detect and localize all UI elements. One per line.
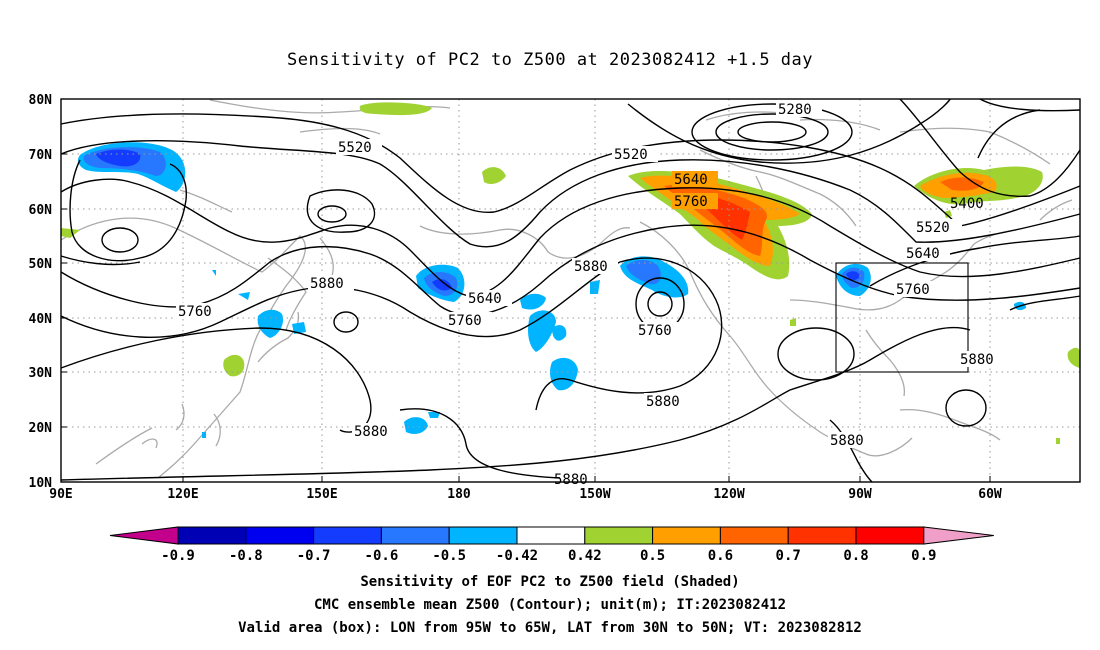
colorbar-tick-label: -0.9 <box>161 548 195 564</box>
map-frame <box>60 98 1081 483</box>
label-bg <box>776 101 822 117</box>
contour-label-5640: 5640 <box>906 246 940 262</box>
label-bg <box>466 290 512 306</box>
label-bg <box>904 245 950 261</box>
colorbar-segment <box>448 526 518 545</box>
contour-label-5760: 5760 <box>638 323 672 339</box>
figure-title: Sensitivity of PC2 to Z500 at 2023082412… <box>286 50 813 70</box>
contour-label-5880: 5880 <box>554 472 588 488</box>
footer-line-3: Valid area (box): LON from 95W to 65W, L… <box>238 620 862 636</box>
contour-label-5880: 5880 <box>574 259 608 275</box>
lat-label: 10N <box>29 476 53 491</box>
colorbar-segment <box>787 526 857 545</box>
z500-contours <box>60 98 1081 483</box>
lat-label: 50N <box>29 257 53 272</box>
lon-label: 150W <box>579 487 610 502</box>
label-bg <box>612 146 658 162</box>
colorbar-segment <box>516 526 586 545</box>
lat-label: 20N <box>29 421 53 436</box>
lat-lon-grid <box>61 99 1080 482</box>
valid-area-box <box>835 262 969 373</box>
footer-line-2: CMC ensemble mean Z500 (Contour); unit(m… <box>313 597 786 613</box>
colorbar-tick-label: -0.8 <box>229 548 263 564</box>
contour-label-5880: 5880 <box>646 394 680 410</box>
lat-label: 30N <box>29 366 53 381</box>
contour-label-5520: 5520 <box>916 220 950 236</box>
colorbar-segment <box>380 526 450 545</box>
lon-label: 90E <box>49 487 72 502</box>
colorbar-tick-label: -0.7 <box>297 548 331 564</box>
contour-label-5760: 5760 <box>448 313 482 329</box>
colorbar-segment <box>719 526 789 545</box>
lon-label: 120W <box>713 487 744 502</box>
contour-labels: 5520 5520 5520 5280 5400 5640 5640 5640 … <box>176 101 1004 488</box>
colorbar-tick-label: 0.6 <box>708 548 733 564</box>
label-bg <box>446 312 492 328</box>
latitude-axis: 80N 70N 60N 50N 40N 30N 20N 10N <box>29 93 53 491</box>
colorbar-arrow-left <box>109 526 179 545</box>
label-bg <box>672 171 718 187</box>
longitude-axis: 90E 120E 150E 180 150W 120W 90W 60W <box>49 487 1002 502</box>
contour-label-5880: 5880 <box>830 433 864 449</box>
lat-label: 70N <box>29 148 53 163</box>
contour-label-5880: 5880 <box>354 424 388 440</box>
label-bg <box>828 432 874 448</box>
colorbar-tick-label: 0.8 <box>843 548 868 564</box>
colorbar-segment <box>177 526 247 545</box>
lon-label: 180 <box>447 487 471 502</box>
contour-label-5520: 5520 <box>614 147 648 163</box>
footer-line-1: Sensitivity of EOF PC2 to Z500 field (Sh… <box>360 574 740 590</box>
contour-label-5760: 5760 <box>896 282 930 298</box>
colorbar: -0.9 -0.8 -0.7 -0.6 -0.5 -0.42 0.42 0.5 0.6 0.7 0.… <box>109 526 994 564</box>
lon-label: 60W <box>978 487 1002 502</box>
colorbar-segment <box>245 526 315 545</box>
contour-label-5880: 5880 <box>960 352 994 368</box>
label-bg <box>572 258 618 274</box>
contour-label-5280: 5280 <box>778 102 812 118</box>
label-bg <box>336 139 382 155</box>
label-bg <box>914 219 962 235</box>
colorbar-tick-label: 0.42 <box>568 548 602 564</box>
colorbar-tick-label: -0.5 <box>432 548 466 564</box>
colorbar-tick-label: -0.6 <box>365 548 399 564</box>
lat-label: 40N <box>29 312 53 327</box>
lon-label: 150E <box>306 487 337 502</box>
label-bg <box>894 281 940 297</box>
lon-label: 120E <box>167 487 198 502</box>
colorbar-tick-label: 0.7 <box>776 548 801 564</box>
colorbar-arrow-right <box>923 526 994 545</box>
contour-label-5400: 5400 <box>950 196 984 212</box>
contour-label-5880: 5880 <box>310 276 344 292</box>
colorbar-segment <box>855 526 925 545</box>
label-bg <box>958 351 1004 367</box>
label-bg <box>644 393 690 409</box>
colorbar-tick-label: 0.9 <box>911 548 936 564</box>
label-bg <box>308 275 354 291</box>
label-bg <box>672 193 718 209</box>
contour-label-5760: 5760 <box>178 304 212 320</box>
colorbar-segment <box>584 526 654 545</box>
lat-label: 80N <box>29 93 53 108</box>
contour-label-5760: 5760 <box>674 194 708 210</box>
colorbar-segment <box>652 526 721 545</box>
colorbar-segment <box>313 526 382 545</box>
contour-label-5640: 5640 <box>674 172 708 188</box>
label-bg <box>352 423 398 439</box>
contour-label-5640: 5640 <box>468 291 502 307</box>
colorbar-tick-label: -0.42 <box>496 548 538 564</box>
lon-label: 90W <box>848 487 872 502</box>
label-bg <box>176 303 222 319</box>
colorbar-tick-label: 0.5 <box>640 548 665 564</box>
lat-label: 60N <box>29 203 53 218</box>
contour-label-5520: 5520 <box>338 140 372 156</box>
label-bg <box>636 322 682 338</box>
axis-ticks <box>61 153 991 482</box>
